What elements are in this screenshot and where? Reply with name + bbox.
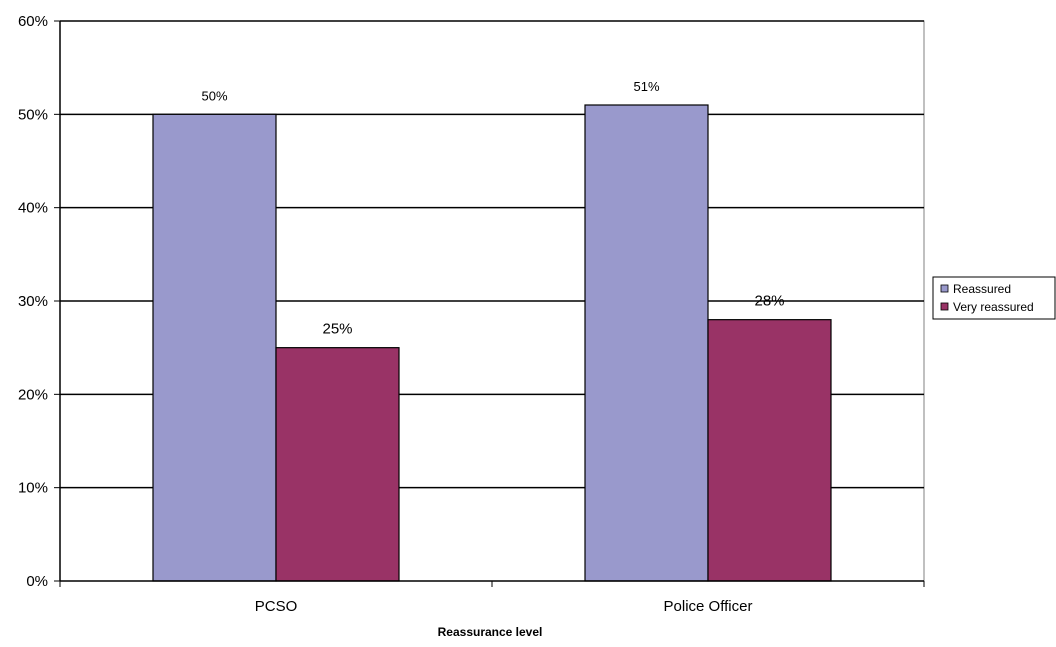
legend-swatch bbox=[940, 302, 949, 311]
data-labels: 50% 25% 51% 28% bbox=[201, 79, 784, 338]
y-tick-label: 10% bbox=[18, 480, 48, 497]
axes bbox=[54, 20, 925, 587]
bar-very-reassured bbox=[275, 347, 400, 582]
data-label: 25% bbox=[322, 321, 352, 338]
bar-reassured bbox=[152, 113, 277, 582]
y-tick-label: 0% bbox=[26, 573, 48, 590]
bar-reassured bbox=[584, 104, 709, 582]
y-tick-label: 30% bbox=[18, 293, 48, 310]
data-label: 51% bbox=[633, 79, 659, 94]
data-label: 50% bbox=[201, 88, 227, 103]
bars bbox=[152, 104, 832, 582]
legend-label: Very reassured bbox=[953, 300, 1034, 314]
y-tick-label: 50% bbox=[18, 106, 48, 123]
legend-box bbox=[932, 276, 1056, 320]
legend-swatch bbox=[940, 284, 949, 293]
y-tick-label: 40% bbox=[18, 200, 48, 217]
bar-very-reassured bbox=[707, 319, 832, 582]
legend: Reassured Very reassured bbox=[932, 276, 1056, 320]
y-tick-label: 20% bbox=[18, 386, 48, 403]
x-tick-label: PCSO bbox=[255, 598, 298, 615]
legend-label: Reassured bbox=[953, 282, 1011, 296]
data-label: 28% bbox=[754, 293, 784, 310]
y-tick-label: 60% bbox=[18, 13, 48, 30]
x-tick-label: Police Officer bbox=[664, 598, 753, 615]
x-tick-labels: PCSO Police Officer bbox=[255, 598, 753, 615]
y-tick-labels: 0% 10% 20% 30% 40% 50% 60% bbox=[18, 13, 48, 590]
x-axis-title: Reassurance level bbox=[438, 625, 543, 639]
